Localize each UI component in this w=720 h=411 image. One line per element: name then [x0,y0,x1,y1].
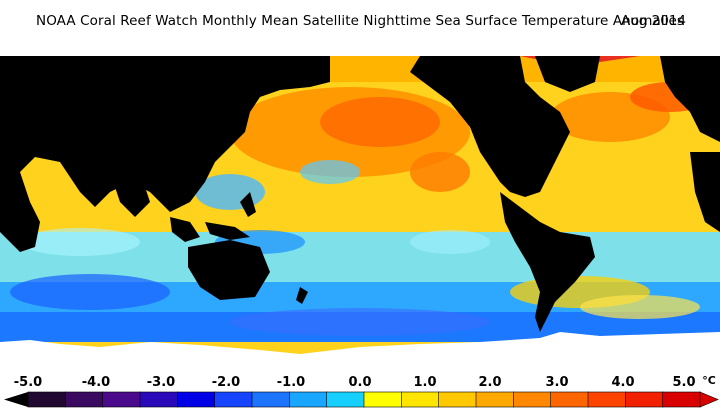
colorbar-segment [139,391,179,408]
colorbar-segment [214,391,253,408]
colorbar-segment [662,391,701,408]
colorbar-tick: 2.0 [478,375,502,390]
map-title: NOAA Coral Reef Watch Monthly Mean Satel… [36,13,685,29]
land-layer [0,56,720,332]
colorbar-unit: °C [702,374,716,387]
colorbar-tick: -4.0 [81,375,111,390]
colorbar-ramp [4,391,719,408]
map-header: NOAA Coral Reef Watch Monthly Mean Satel… [0,0,720,42]
colorbar-segment [513,391,552,408]
colorbar-segment [326,391,365,408]
colorbar-tick: 1.0 [413,375,437,390]
map-date: Aug 2014 [621,13,687,29]
colorbar-segment [438,391,477,408]
colorbar-segment [289,391,328,408]
colorbar-tick: -3.0 [146,375,176,390]
colorbar-tick: 5.0 [672,375,696,390]
colorbar: -5.0 -4.0 -3.0 -2.0 -1.0 0.0 1.0 2.0 3.0… [0,372,720,411]
colorbar-tick: -2.0 [211,375,241,390]
colorbar-right-arrow [699,391,719,408]
colorbar-tick: 0.0 [348,375,372,390]
colorbar-segment [475,391,515,408]
colorbar-segment [587,391,627,408]
colorbar-segment [27,391,67,408]
colorbar-segment [363,391,403,408]
colorbar-segment [65,391,104,408]
colorbar-left-arrow [4,392,28,407]
colorbar-segment [625,391,664,408]
colorbar-tick: -5.0 [13,375,43,390]
colorbar-segment [102,391,141,408]
colorbar-tick: 3.0 [545,375,569,390]
sst-anomaly-map [0,42,720,372]
colorbar-tick: 4.0 [611,375,635,390]
colorbar-tick: -1.0 [276,375,306,390]
colorbar-segment [401,391,440,408]
colorbar-segment [251,391,291,408]
colorbar-segment [550,391,589,408]
colorbar-segment [177,391,216,408]
antarctic-ice [0,332,720,372]
